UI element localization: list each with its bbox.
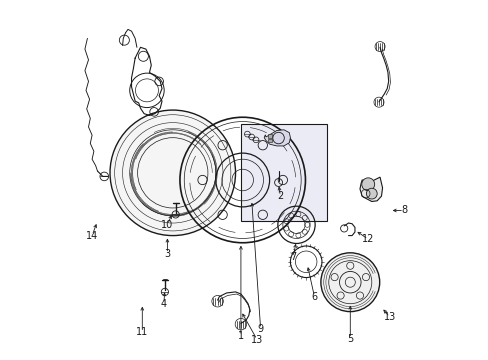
Polygon shape bbox=[267, 139, 272, 142]
Text: 4: 4 bbox=[161, 299, 166, 309]
Text: 11: 11 bbox=[136, 327, 148, 337]
Text: 2: 2 bbox=[277, 191, 283, 201]
Text: 13: 13 bbox=[250, 334, 263, 345]
Circle shape bbox=[366, 188, 376, 199]
Text: 1: 1 bbox=[237, 331, 244, 341]
Polygon shape bbox=[267, 134, 272, 138]
Text: 3: 3 bbox=[164, 248, 170, 258]
Text: 10: 10 bbox=[161, 220, 173, 230]
Circle shape bbox=[361, 178, 374, 191]
Text: 14: 14 bbox=[86, 231, 98, 240]
Circle shape bbox=[110, 110, 235, 235]
Text: 7: 7 bbox=[289, 252, 295, 262]
Bar bbox=[241, 125, 326, 221]
Text: 9: 9 bbox=[257, 324, 263, 334]
Text: 8: 8 bbox=[400, 206, 407, 216]
Polygon shape bbox=[359, 177, 382, 202]
Text: 12: 12 bbox=[361, 234, 374, 244]
Text: 6: 6 bbox=[311, 292, 317, 302]
Circle shape bbox=[320, 253, 379, 312]
Polygon shape bbox=[264, 130, 290, 146]
Text: 5: 5 bbox=[346, 333, 353, 343]
Text: 13: 13 bbox=[383, 312, 395, 322]
Circle shape bbox=[272, 132, 284, 144]
